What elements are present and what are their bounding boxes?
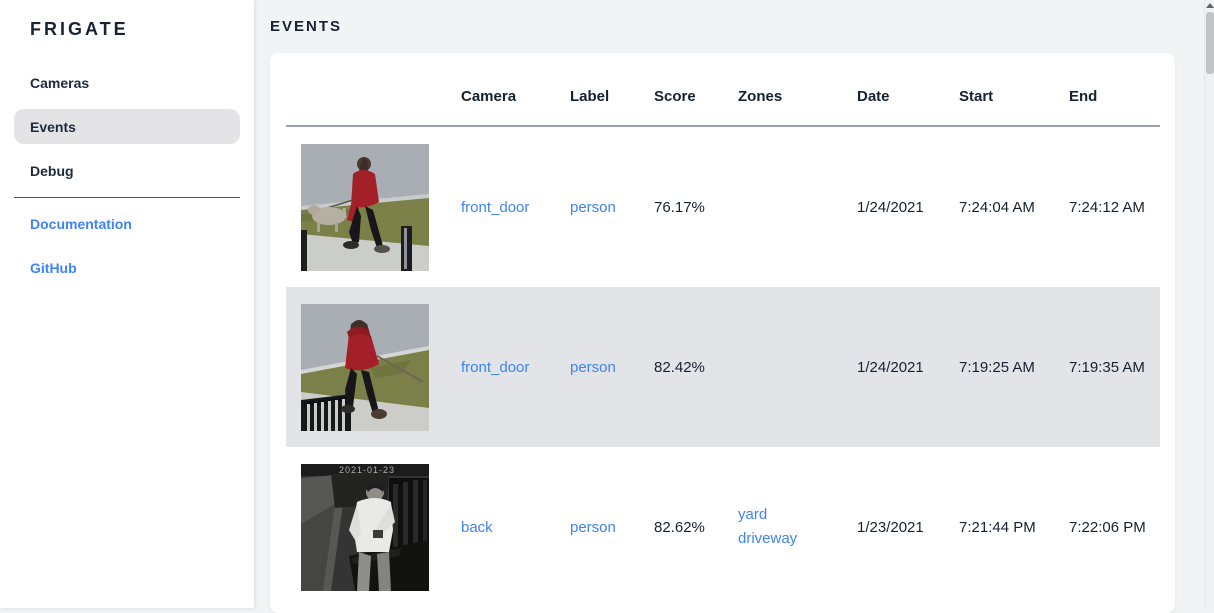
scrollbar[interactable]	[1204, 0, 1214, 608]
date-cell: 1/24/2021	[857, 198, 924, 216]
camera-link[interactable]: back	[461, 518, 493, 536]
date-cell: 1/24/2021	[857, 358, 924, 376]
table-row[interactable]: front_door person 76.17% 1/24/2021 7:24:…	[286, 127, 1160, 287]
camera-cell: front_door	[461, 199, 570, 216]
app-logo: FRIGATE	[30, 19, 129, 39]
score-cell: 82.42%	[654, 358, 705, 376]
scroll-up-icon[interactable]	[1205, 3, 1214, 8]
sidebar-nav: Cameras Events Debug Documentation GitHu…	[0, 65, 254, 285]
camera-cell: front_door	[461, 359, 570, 376]
date-cell: 1/23/2021	[857, 518, 924, 536]
end-cell: 7:19:35 AM	[1069, 358, 1145, 376]
scrollbar-thumb[interactable]	[1205, 12, 1214, 74]
score-cell: 82.62%	[654, 518, 705, 536]
sidebar-link-label: Documentation	[30, 215, 132, 232]
start-cell: 7:21:44 PM	[959, 518, 1036, 536]
event-thumbnail[interactable]	[301, 143, 429, 271]
label-cell: person	[570, 199, 654, 216]
start-cell: 7:24:04 AM	[959, 198, 1035, 216]
column-header-label: Label	[570, 87, 610, 105]
camera-cell: back	[461, 519, 570, 536]
sidebar-item-label: Debug	[30, 162, 74, 179]
label-link[interactable]: person	[570, 358, 616, 376]
event-thumbnail[interactable]	[301, 303, 429, 431]
column-header-end: End	[1069, 87, 1098, 105]
zone-link[interactable]: driveway	[738, 530, 798, 547]
score-cell: 76.17%	[654, 198, 705, 216]
label-cell: person	[570, 359, 654, 376]
table-row[interactable]: 2021-01-23	[286, 447, 1160, 607]
sidebar-item-label: Events	[30, 118, 76, 135]
camera-link[interactable]: front_door	[461, 198, 530, 216]
column-header-zones: Zones	[738, 87, 783, 105]
thumbnail-cell	[286, 143, 461, 271]
sidebar-item-debug[interactable]: Debug	[14, 153, 240, 188]
label-cell: person	[570, 519, 654, 536]
column-header-camera: Camera	[461, 87, 517, 105]
end-cell: 7:22:06 PM	[1069, 518, 1146, 536]
thumbnail-cell	[286, 303, 461, 431]
table-header-row: Camera Label Score Zones Date Start End	[286, 53, 1160, 127]
label-link[interactable]: person	[570, 518, 616, 536]
sidebar-item-events[interactable]: Events	[14, 109, 240, 144]
sidebar-item-label: Cameras	[30, 74, 90, 91]
thumbnail-cell: 2021-01-23	[286, 463, 461, 591]
start-cell: 7:19:25 AM	[959, 358, 1035, 376]
column-header-date: Date	[857, 87, 890, 105]
sidebar-link-label: GitHub	[30, 259, 77, 276]
event-thumbnail[interactable]: 2021-01-23	[301, 463, 429, 591]
sidebar-link-github[interactable]: GitHub	[14, 250, 240, 285]
column-header-start: Start	[959, 87, 994, 105]
label-link[interactable]: person	[570, 198, 616, 216]
camera-link[interactable]: front_door	[461, 358, 530, 376]
sidebar: FRIGATE Cameras Events Debug Documentati…	[0, 0, 254, 608]
page-title: EVENTS	[270, 18, 343, 35]
svg-text:2021-01-23: 2021-01-23	[339, 465, 395, 475]
sidebar-item-cameras[interactable]: Cameras	[14, 65, 240, 100]
column-header-score: Score	[654, 87, 696, 105]
table-row[interactable]: front_door person 82.42% 1/24/2021 7:19:…	[286, 287, 1160, 447]
events-card: Camera Label Score Zones Date Start End	[270, 53, 1175, 613]
end-cell: 7:24:12 AM	[1069, 198, 1145, 216]
zone-link[interactable]: yard	[738, 506, 768, 523]
zones-cell: yard driveway	[738, 503, 857, 551]
sidebar-link-documentation[interactable]: Documentation	[14, 206, 240, 241]
main-content: EVENTS Camera Label Score Zones Date Sta…	[254, 0, 1214, 613]
sidebar-divider	[14, 197, 240, 198]
